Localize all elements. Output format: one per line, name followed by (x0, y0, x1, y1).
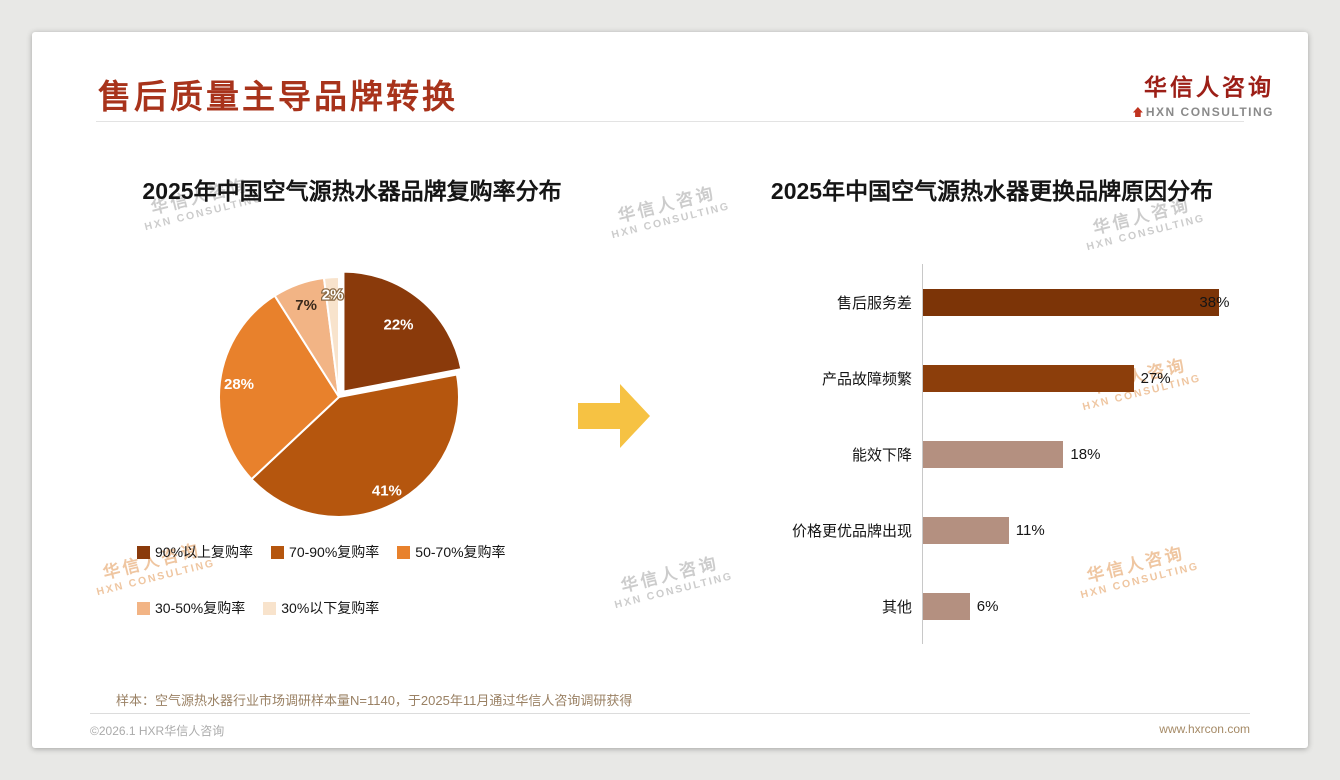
watermark-line2: HXN CONSULTING (1085, 212, 1207, 254)
legend-swatch-icon (137, 601, 150, 615)
bar (923, 516, 1009, 544)
sample-note: 样本：空气源热水器行业市场调研样本量N=1140，于2025年11月通过华信人咨… (116, 693, 633, 708)
bar-category-label: 能效下降 (851, 446, 912, 464)
slide: 售后质量主导品牌转换 华信人咨询 HXN CONSULTING 2025年中国空… (32, 32, 1308, 748)
bar-value-label: 11% (1015, 521, 1045, 539)
legend-item: 70-90%复购率 (271, 542, 379, 562)
bar-value-label: 18% (1070, 445, 1101, 463)
bar (923, 364, 1134, 392)
bar-value-label: 38% (1199, 293, 1230, 311)
legend-item: 30-50%复购率 (137, 598, 245, 618)
bar (923, 288, 1220, 316)
pie-legend: 90%以上复购率 70-90%复购率 50-70%复购率 30-50%复购率 30%以… (137, 542, 617, 654)
pie-data-label-1: 41% (372, 483, 402, 500)
bar-category-label: 售后服务差 (836, 294, 912, 312)
legend-swatch-icon (137, 545, 150, 559)
page-title: 售后质量主导品牌转换 (98, 78, 458, 115)
bar-row: 售后服务差 38% (672, 264, 1278, 340)
watermark-line2: HXN CONSULTING (610, 200, 732, 242)
bar-track: 11% (922, 492, 1278, 568)
pie-data-label-2: 28% (224, 376, 254, 393)
bar-row: 能效下降 18% (672, 416, 1278, 492)
legend-swatch-icon (397, 545, 411, 559)
legend-label: 70-90%复购率 (289, 544, 380, 560)
arrow-right-icon (578, 384, 650, 448)
legend-swatch-icon (271, 545, 285, 559)
pie-chart-title: 2025年中国空气源热水器品牌复购率分布 (142, 178, 562, 204)
bar-value-label: 6% (976, 597, 999, 615)
legend-item: 90%以上复购率 (137, 542, 253, 562)
footer-website: www.hxrcon.com (1159, 722, 1250, 736)
legend-label: 30%以下复购率 (281, 600, 380, 616)
footer-divider (90, 713, 1250, 714)
logo-subtitle-text: HXN CONSULTING (1145, 105, 1274, 119)
pie-slice-2 (218, 294, 341, 481)
bar-row: 其他 6% (672, 568, 1278, 644)
legend-label: 90%以上复购率 (155, 544, 254, 560)
pie-slice-1 (250, 373, 460, 518)
pie-slice-0 (342, 270, 463, 393)
bar-row: 价格更优品牌出现 11% (672, 492, 1278, 568)
pie-slice-4 (322, 275, 340, 398)
logo-mark-icon (1132, 107, 1143, 117)
legend-item: 50-70%复购率 (397, 542, 506, 562)
pie-data-label-3: 7% (295, 297, 317, 314)
legend-label: 50-70%复购率 (415, 544, 506, 560)
legend-label: 30-50%复购率 (155, 600, 246, 616)
logo: 华信人咨询 HXN CONSULTING (1132, 68, 1274, 119)
bar-row: 产品故障频繁 27% (672, 340, 1278, 416)
bar (923, 440, 1064, 468)
bar-track: 18% (922, 416, 1278, 492)
bar-category-label: 其他 (881, 598, 912, 616)
footer-copyright: ©2026.1 HXR华信人咨询 (90, 724, 225, 738)
header-divider (96, 121, 1244, 122)
bar-chart-title: 2025年中国空气源热水器更换品牌原因分布 (770, 178, 1214, 204)
legend-swatch-icon (263, 601, 277, 615)
bar-track: 27% (922, 340, 1278, 416)
bar-track: 38% (922, 264, 1278, 340)
pie-data-label-4: 2% (322, 287, 344, 304)
pie-data-label-0: 22% (383, 317, 413, 334)
logo-name: 华信人咨询 (1144, 74, 1274, 100)
legend-item: 30%以下复购率 (263, 598, 379, 618)
bar-track: 6% (922, 568, 1278, 644)
bar (923, 592, 970, 620)
pie-chart: 22% 41% 28% 7% 2% (218, 270, 463, 518)
bar-chart: 售后服务差 38% 产品故障频繁 27% 能效下降 18% 价格更优品牌出现 11% 其他 6% (672, 264, 1278, 644)
bar-category-label: 价格更优品牌出现 (791, 522, 912, 540)
legend-row: 30-50%复购率 30%以下复购率 (137, 598, 617, 618)
bar-category-label: 产品故障频繁 (821, 370, 912, 388)
legend-row: 90%以上复购率 70-90%复购率 50-70%复购率 (137, 542, 617, 562)
bar-value-label: 27% (1140, 369, 1171, 387)
logo-subtitle: HXN CONSULTING (1132, 105, 1274, 119)
